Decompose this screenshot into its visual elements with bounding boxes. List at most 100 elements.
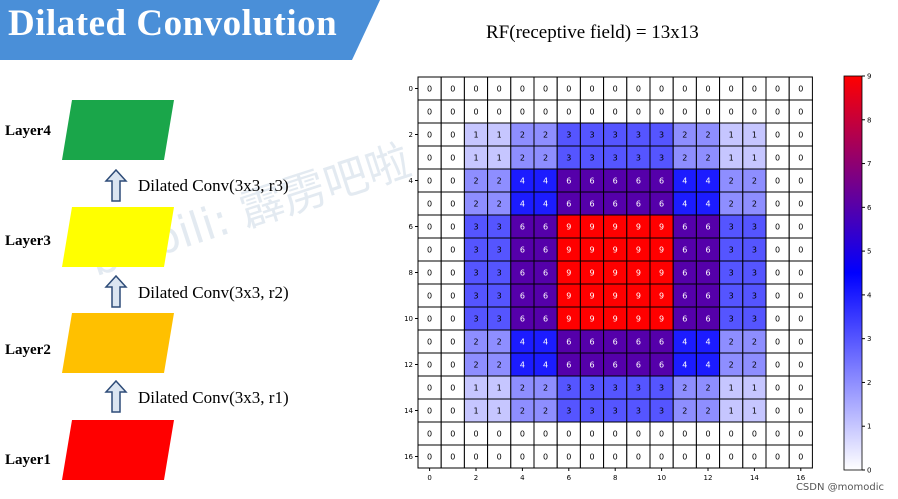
heatmap-cell-value: 6 [636, 338, 641, 347]
heatmap-cell-value: 6 [659, 200, 664, 209]
heatmap-cell-value: 0 [450, 131, 455, 140]
heatmap-cell-value: 0 [752, 108, 757, 117]
heatmap-cell-value: 3 [473, 246, 478, 255]
y-tick-label: 14 [404, 407, 413, 415]
heatmap-cell-value: 0 [798, 131, 803, 140]
heatmap-cell-value: 3 [729, 223, 734, 232]
heatmap-cell-value: 0 [752, 430, 757, 439]
heatmap-cell-value: 2 [473, 361, 478, 370]
heatmap-cell-value: 0 [450, 292, 455, 301]
heatmap-cell-value: 0 [543, 430, 548, 439]
y-tick-label: 8 [409, 269, 413, 277]
heatmap-cell-value: 0 [729, 85, 734, 94]
heatmap-cell-value: 0 [682, 430, 687, 439]
heatmap-cell-value: 4 [705, 361, 710, 370]
heatmap-cell-value: 0 [636, 85, 641, 94]
heatmap-cell-value: 0 [705, 453, 710, 462]
heatmap-cell-value: 6 [705, 292, 710, 301]
heatmap-cell-value: 0 [798, 246, 803, 255]
heatmap-cell-value: 3 [497, 292, 502, 301]
heatmap-cell-value: 3 [636, 154, 641, 163]
heatmap-cell-value: 0 [705, 430, 710, 439]
heatmap-cell-value: 3 [589, 154, 594, 163]
heatmap-cell-value: 0 [543, 453, 548, 462]
heatmap-cell-value: 0 [450, 85, 455, 94]
y-tick-label: 6 [409, 223, 414, 231]
credit-text: CSDN @momodic [795, 482, 884, 493]
heatmap-cell-value: 6 [613, 177, 618, 186]
heatmap-cell-value: 2 [682, 384, 687, 393]
heatmap-cell-value: 6 [566, 177, 571, 186]
heatmap-cell-value: 9 [636, 315, 641, 324]
colorbar-tick-label: 3 [867, 335, 871, 343]
heatmap-cell-value: 2 [752, 361, 757, 370]
heatmap-cell-value: 0 [659, 453, 664, 462]
heatmap-colorbar: 0 1 2 3 4 5 6 7 8 9 [843, 73, 872, 475]
heatmap-cell-value: 6 [659, 338, 664, 347]
heatmap-cell-value: 9 [589, 246, 594, 255]
heatmap-cell-value: 0 [497, 453, 502, 462]
heatmap-cell-value: 6 [705, 223, 710, 232]
heatmap-cell-value: 4 [520, 361, 525, 370]
heatmap-cell-value: 0 [450, 315, 455, 324]
heatmap-cell-value: 0 [729, 108, 734, 117]
heatmap-cell-value: 0 [520, 85, 525, 94]
heatmap-cell-value: 0 [450, 154, 455, 163]
colorbar-tick-label: 6 [867, 204, 872, 212]
heatmap-cell-value: 6 [682, 292, 687, 301]
heatmap-cell-value: 0 [427, 315, 432, 324]
heatmap-cell-value: 4 [543, 177, 548, 186]
heatmap-cell-value: 0 [752, 453, 757, 462]
heatmap-cell-value: 6 [705, 246, 710, 255]
layer4-label: Layer4 [5, 123, 51, 139]
heatmap-cell-value: 9 [566, 246, 571, 255]
heatmap-cell-value: 0 [798, 407, 803, 416]
heatmap-cell-value: 3 [589, 384, 594, 393]
heatmap-cell-value: 0 [450, 108, 455, 117]
conv-label-r2: Dilated Conv(3x3, r2) [138, 283, 289, 302]
heatmap-cell-value: 0 [497, 108, 502, 117]
heatmap-cell-value: 6 [589, 177, 594, 186]
heatmap-cell-value: 0 [566, 85, 571, 94]
heatmap-cell-value: 6 [543, 246, 548, 255]
heatmap-cell-value: 6 [520, 315, 525, 324]
heatmap-cell-value: 1 [473, 384, 478, 393]
heatmap-cell-value: 3 [566, 384, 571, 393]
heatmap-cell-value: 0 [775, 407, 780, 416]
x-tick-label: 10 [657, 474, 666, 482]
heatmap-cell-value: 4 [705, 177, 710, 186]
heatmap-cell-value: 6 [659, 361, 664, 370]
heatmap-cell-value: 2 [520, 384, 525, 393]
heatmap-cell-value: 0 [775, 338, 780, 347]
heatmap-cell-value: 2 [543, 384, 548, 393]
x-tick-label: 2 [474, 474, 478, 482]
layer1-label: Layer1 [5, 452, 51, 468]
heatmap-cell-value: 0 [566, 430, 571, 439]
heatmap-cell-value: 3 [752, 292, 757, 301]
layer3-parallelogram [62, 207, 174, 267]
x-tick-label: 14 [750, 474, 759, 482]
heatmap-cell-value: 0 [798, 154, 803, 163]
heatmap-cell-value: 0 [775, 154, 780, 163]
heatmap-cell-value: 0 [427, 430, 432, 439]
heatmap-cell-value: 9 [566, 292, 571, 301]
heatmap-cell-value: 9 [613, 315, 618, 324]
heatmap-cell-value: 0 [752, 85, 757, 94]
heatmap-cell-value: 4 [543, 200, 548, 209]
heatmap-cell-value: 0 [427, 384, 432, 393]
receptive-field-title: RF(receptive field) = 13x13 [486, 22, 699, 43]
heatmap-cell-value: 4 [520, 200, 525, 209]
heatmap-cell-value: 2 [520, 407, 525, 416]
heatmap-cell-value: 0 [705, 85, 710, 94]
heatmap-cell-value: 9 [589, 315, 594, 324]
heatmap-cell-value: 0 [798, 361, 803, 370]
heatmap-cell-value: 3 [636, 407, 641, 416]
heatmap-cell-value: 0 [566, 453, 571, 462]
heatmap-cell-value: 9 [636, 223, 641, 232]
heatmap-cell-value: 6 [636, 177, 641, 186]
heatmap-cell-value: 3 [473, 269, 478, 278]
colorbar-tick-label: 8 [867, 116, 871, 124]
heatmap-cell-value: 2 [473, 200, 478, 209]
heatmap-cell-value: 0 [450, 269, 455, 278]
heatmap-cell-value: 0 [520, 430, 525, 439]
